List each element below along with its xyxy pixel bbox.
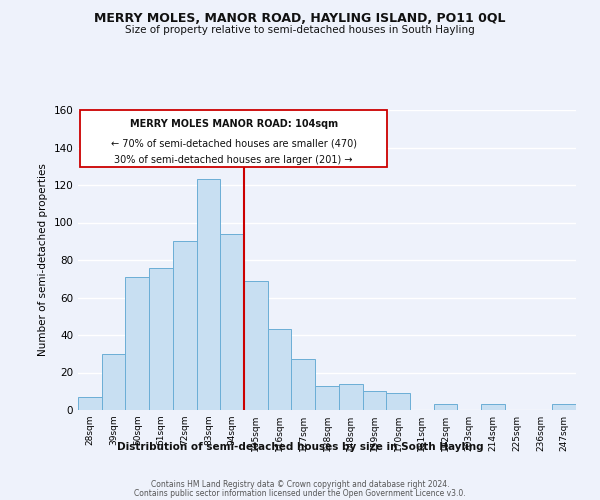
Text: MERRY MOLES MANOR ROAD: 104sqm: MERRY MOLES MANOR ROAD: 104sqm — [130, 119, 338, 129]
Bar — [125, 277, 149, 410]
Bar — [197, 180, 220, 410]
Bar — [386, 393, 410, 410]
Text: Contains public sector information licensed under the Open Government Licence v3: Contains public sector information licen… — [134, 489, 466, 498]
Bar — [292, 360, 315, 410]
Bar — [268, 330, 292, 410]
Text: Contains HM Land Registry data © Crown copyright and database right 2024.: Contains HM Land Registry data © Crown c… — [151, 480, 449, 489]
Text: 30% of semi-detached houses are larger (201) →: 30% of semi-detached houses are larger (… — [115, 155, 353, 165]
Bar — [481, 404, 505, 410]
Text: Size of property relative to semi-detached houses in South Hayling: Size of property relative to semi-detach… — [125, 25, 475, 35]
Bar — [244, 280, 268, 410]
Text: ← 70% of semi-detached houses are smaller (470): ← 70% of semi-detached houses are smalle… — [110, 138, 356, 148]
Bar — [552, 404, 576, 410]
Bar — [102, 354, 125, 410]
Bar — [149, 268, 173, 410]
FancyBboxPatch shape — [80, 110, 387, 167]
Bar — [220, 234, 244, 410]
Bar — [362, 391, 386, 410]
Bar — [339, 384, 362, 410]
Bar — [173, 242, 197, 410]
Y-axis label: Number of semi-detached properties: Number of semi-detached properties — [38, 164, 48, 356]
Text: MERRY MOLES, MANOR ROAD, HAYLING ISLAND, PO11 0QL: MERRY MOLES, MANOR ROAD, HAYLING ISLAND,… — [94, 12, 506, 26]
Text: Distribution of semi-detached houses by size in South Hayling: Distribution of semi-detached houses by … — [116, 442, 484, 452]
Bar — [315, 386, 339, 410]
Bar — [434, 404, 457, 410]
Bar — [78, 397, 102, 410]
